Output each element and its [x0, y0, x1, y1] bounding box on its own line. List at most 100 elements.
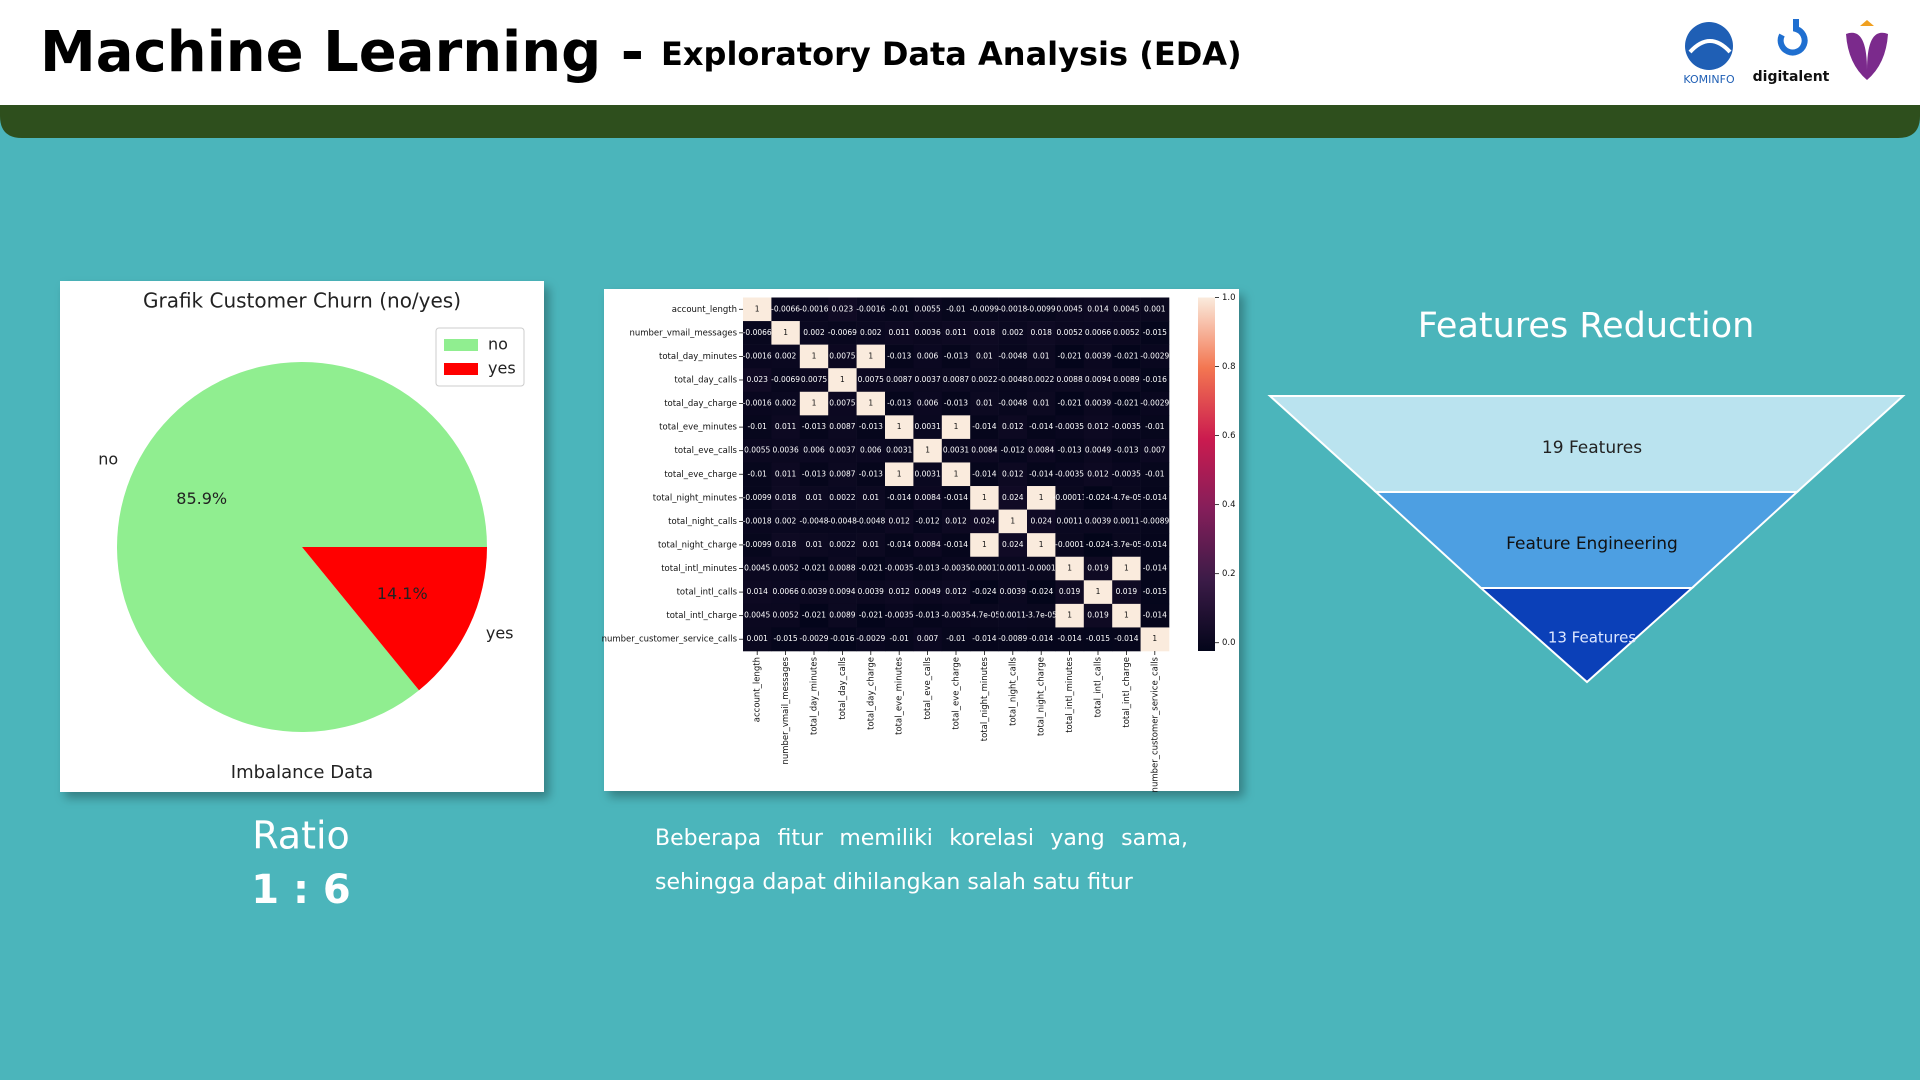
heat-cell — [998, 438, 1028, 463]
heat-cell — [743, 344, 772, 369]
heat-cell — [970, 297, 999, 322]
cell-label: 0.01 — [1033, 399, 1050, 408]
x-tick-label: total_night_minutes — [980, 656, 990, 741]
cell-label: -0.01 — [889, 634, 909, 643]
heat-cell — [771, 368, 801, 393]
cell-label: 0.0036 — [914, 328, 940, 337]
slice-label: yes — [486, 624, 514, 643]
pie-slice — [302, 547, 487, 691]
cell-label: -0.014 — [1029, 634, 1053, 643]
cell-label: -0.014 — [887, 540, 911, 549]
x-tick-label: total_intl_charge — [1122, 657, 1132, 728]
cell-label: 0.0045 — [744, 611, 770, 620]
heat-cell — [799, 556, 829, 581]
heat-cell — [828, 438, 857, 463]
cell-label: 1 — [1010, 516, 1015, 525]
subtitle: Exploratory Data Analysis (EDA) — [661, 35, 1242, 73]
cell-label: -0.016 — [830, 634, 854, 643]
cell-label: 0.011 — [945, 328, 967, 337]
cell-label: 0.014 — [746, 587, 768, 596]
heat-cell — [799, 391, 829, 416]
heat-cell — [743, 627, 772, 652]
cell-label: -0.021 — [802, 564, 826, 573]
heat-cell — [856, 368, 886, 393]
heat-cell — [970, 321, 999, 345]
cell-label: 1 — [982, 493, 987, 502]
heat-cell — [1055, 391, 1085, 416]
heat-cell — [856, 297, 886, 322]
cell-label: -0.015 — [1143, 587, 1167, 596]
y-tick-label: total_day_charge — [664, 399, 737, 409]
cell-label: 0.0039 — [1085, 399, 1111, 408]
cell-label: -0.014 — [972, 469, 996, 478]
heat-cell — [885, 603, 914, 628]
cell-label: 0.0066 — [772, 587, 798, 596]
cell-label: -0.0016 — [800, 304, 829, 313]
value-label: 14.1% — [377, 584, 428, 603]
heat-cell — [1083, 603, 1113, 628]
heat-cell — [941, 415, 971, 440]
heat-cell — [1140, 462, 1170, 487]
heat-cell — [856, 603, 886, 628]
cell-label: 0.012 — [1002, 469, 1024, 478]
cell-label: 0.01 — [1033, 351, 1050, 360]
heat-cell — [856, 462, 886, 487]
cell-label: -0.014 — [1143, 493, 1167, 502]
heat-cell — [771, 580, 801, 605]
heat-cell — [771, 556, 801, 581]
cell-label: -0.0099 — [1027, 304, 1056, 313]
cell-label: 0.0022 — [1028, 375, 1054, 384]
cell-label: 0.011 — [775, 469, 797, 478]
heat-cell — [1055, 344, 1085, 369]
cell-label: -0.021 — [802, 611, 826, 620]
cell-label: -0.021 — [859, 611, 883, 620]
heat-cell — [970, 509, 999, 534]
cell-label: 0.0031 — [943, 446, 969, 455]
cell-label: -3.7e-05 — [1111, 540, 1143, 549]
cell-label: -0.015 — [1086, 634, 1110, 643]
cell-label: 0.0022 — [829, 540, 855, 549]
cell-label: 0.0045 — [744, 564, 770, 573]
cell-label: -0.014 — [972, 422, 996, 431]
heat-cell — [1112, 344, 1141, 369]
heat-cell — [998, 297, 1028, 322]
heat-cell — [1112, 556, 1141, 581]
heat-cell — [856, 533, 886, 558]
cell-label: 0.0084 — [914, 540, 940, 549]
heat-cell — [913, 556, 943, 581]
heat-cell — [1112, 391, 1141, 416]
heat-cell — [771, 509, 801, 534]
heat-cell — [1027, 509, 1056, 534]
heat-cell — [885, 391, 914, 416]
cell-label: -0.012 — [916, 516, 940, 525]
cell-label: -0.0089 — [1140, 516, 1169, 525]
y-tick-label: total_day_calls — [674, 375, 737, 385]
cell-label: 0.024 — [1030, 516, 1052, 525]
cell-label: -0.01 — [1145, 469, 1165, 478]
cell-label: 0.0084 — [1028, 446, 1054, 455]
legend-label: yes — [488, 359, 516, 378]
heat-cell — [856, 556, 886, 581]
cell-label: 0.018 — [775, 493, 797, 502]
heat-cell — [1140, 391, 1170, 416]
x-tick-label: total_eve_charge — [952, 657, 962, 730]
heat-cell — [1083, 415, 1113, 440]
heat-cell — [771, 533, 801, 558]
cell-label: 1 — [812, 351, 817, 360]
cell-label: 0.006 — [917, 399, 939, 408]
cell-label: 0.0037 — [914, 375, 940, 384]
cell-label: 0.0075 — [858, 375, 884, 384]
cell-label: 0.006 — [860, 446, 882, 455]
cell-label: -0.013 — [859, 422, 883, 431]
legend-swatch — [444, 363, 478, 375]
cell-label: 0.0031 — [886, 446, 912, 455]
cell-label: 0.012 — [1002, 422, 1024, 431]
cell-label: 1 — [1152, 634, 1157, 643]
cell-label: 1 — [1124, 564, 1129, 573]
x-tick-label: total_day_charge — [866, 657, 876, 730]
cell-label: 0.019 — [1116, 587, 1138, 596]
heat-cell — [1027, 627, 1056, 652]
cell-label: -0.024 — [1029, 587, 1053, 596]
cell-label: 0.0049 — [1085, 446, 1111, 455]
kominfo-logo — [1685, 22, 1733, 70]
